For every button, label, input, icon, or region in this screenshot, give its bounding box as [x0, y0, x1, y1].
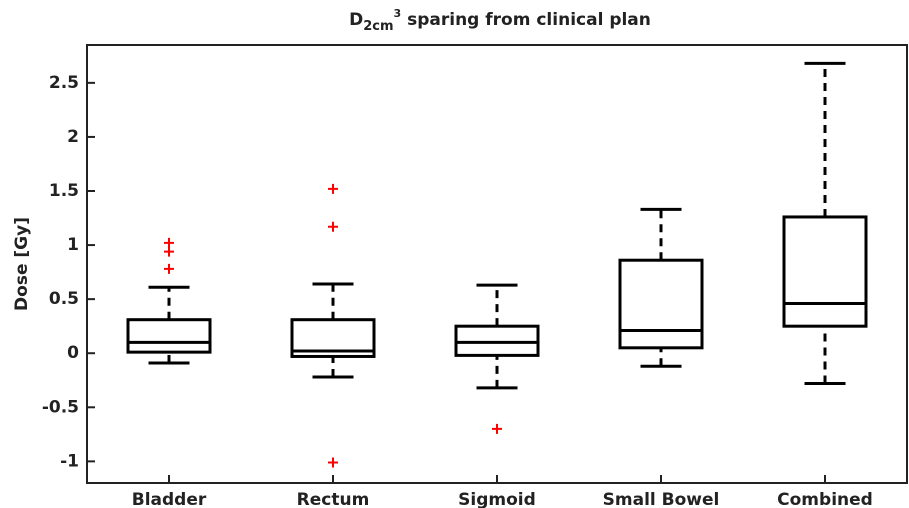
outlier: [164, 237, 174, 248]
x-tick-label: Rectum: [297, 490, 370, 508]
box: [454, 324, 540, 357]
title-rest: sparing from clinical plan: [401, 10, 651, 30]
title-subscript: 2cm: [363, 19, 393, 34]
y-tick-label: 1: [67, 235, 79, 255]
y-tick-label: -0.5: [42, 397, 79, 417]
x-tick-label: Combined: [777, 490, 873, 508]
outlier: [328, 457, 338, 468]
y-tick-label: -1: [60, 451, 79, 471]
outlier: [492, 423, 502, 434]
box: [618, 258, 704, 350]
y-tick-label: 0: [67, 343, 79, 363]
box: [126, 318, 212, 354]
box: [782, 215, 868, 328]
y-tick-label: 2: [67, 127, 79, 147]
title-base: D: [349, 10, 363, 30]
chart-title: D2cm3 sparing from clinical plan: [349, 7, 651, 34]
y-axis-label: Dose [Gy]: [12, 217, 32, 311]
x-tick-label: Small Bowel: [603, 490, 720, 508]
outlier: [328, 183, 338, 194]
y-tick-label: 1.5: [49, 181, 79, 201]
y-tick-label: 2.5: [49, 73, 79, 93]
x-tick-label: Bladder: [132, 490, 207, 508]
box: [290, 318, 376, 358]
y-tick-label: 0.5: [49, 289, 79, 309]
outlier: [164, 246, 174, 257]
title-superscript: 3: [394, 7, 402, 20]
outlier: [328, 221, 338, 232]
outlier: [164, 263, 174, 274]
x-tick-label: Sigmoid: [458, 490, 536, 508]
